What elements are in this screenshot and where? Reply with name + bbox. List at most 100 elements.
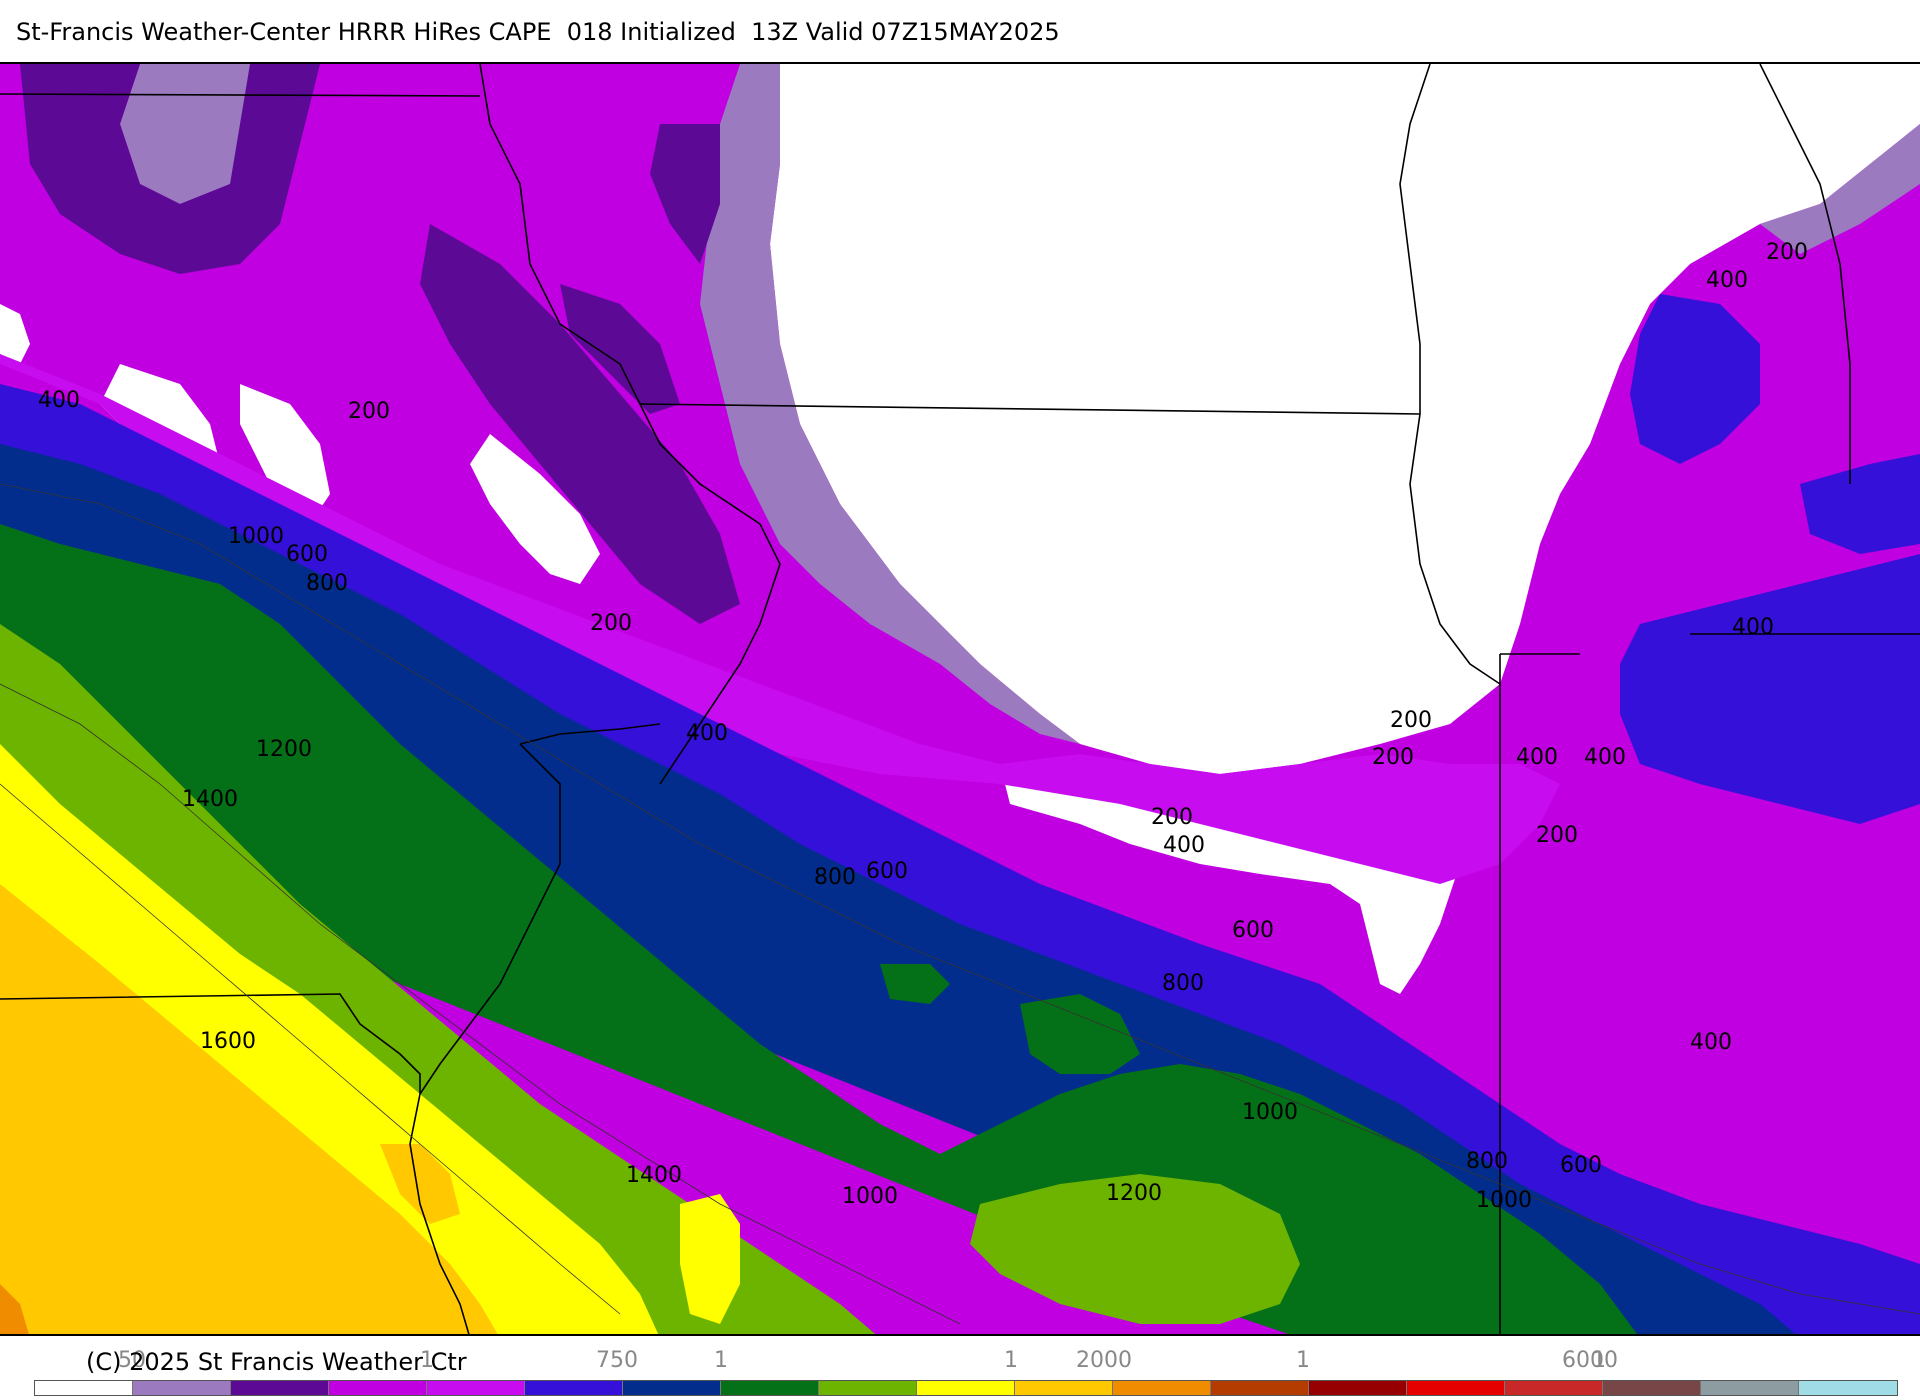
contour-label: 1000 — [1242, 1100, 1298, 1125]
lake-white — [1000, 764, 1460, 994]
colorbar-tick-label: 1 — [1592, 1348, 1606, 1373]
contour-label: 1400 — [626, 1163, 682, 1188]
cape-fill-light-purple — [1760, 124, 1920, 254]
colorbar-swatch — [1799, 1381, 1897, 1395]
cape-fill-indigo — [1630, 294, 1760, 464]
colorbar-swatch — [427, 1381, 525, 1395]
footer: 50 1 750 1 1 2000 1 6000 1 (C) 2025 St F… — [0, 1336, 1920, 1400]
contour-label: 400 — [1163, 833, 1205, 858]
colorbar-tick-label: 1 — [420, 1348, 434, 1373]
contour-label: 200 — [1151, 805, 1193, 830]
lake-white — [240, 384, 330, 524]
cape-colorbar — [34, 1380, 1898, 1396]
copyright-text: (C) 2025 St Francis Weather Ctr — [86, 1348, 467, 1376]
state-boundary — [409, 1093, 470, 1334]
contour-label: 600 — [1560, 1153, 1602, 1178]
cape-fill-yellow-green — [970, 1174, 1300, 1324]
contour-label: 1200 — [1106, 1181, 1162, 1206]
state-boundary — [1399, 64, 1501, 685]
contour-label: 200 — [1390, 708, 1432, 733]
colorbar-tick-label: 2000 — [1076, 1348, 1132, 1373]
state-boundary — [0, 993, 421, 1094]
cape-fill-bright-magenta — [0, 354, 1560, 884]
colorbar-swatch — [1505, 1381, 1603, 1395]
colorbar-swatch — [819, 1381, 917, 1395]
cape-fill-orange-yellow — [380, 1144, 460, 1224]
colorbar-tick-label: 50 — [118, 1348, 146, 1373]
cape-fill-dark-purple — [420, 224, 740, 624]
colorbar-swatch — [1309, 1381, 1407, 1395]
cape-fill-light-purple — [120, 64, 260, 204]
colorbar-swatch — [623, 1381, 721, 1395]
contour-label: 200 — [348, 399, 390, 424]
contour-label: 600 — [1232, 918, 1274, 943]
colorbar-swatch — [329, 1381, 427, 1395]
state-boundary — [1759, 64, 1851, 484]
state-boundary — [479, 64, 781, 785]
contour-label: 200 — [1536, 823, 1578, 848]
colorbar-swatch — [525, 1381, 623, 1395]
cape-fill-orange — [0, 1284, 29, 1334]
contour-label: 400 — [1706, 268, 1748, 293]
contour-label: 400 — [1732, 615, 1774, 640]
colorbar-swatch — [1701, 1381, 1799, 1395]
cape-contour — [0, 683, 961, 1325]
state-boundary — [639, 403, 1421, 415]
cape-fill-dark-purple — [20, 64, 320, 274]
colorbar-swatch — [231, 1381, 329, 1395]
contour-label: 800 — [1466, 1149, 1508, 1174]
contour-label: 200 — [1372, 745, 1414, 770]
state-boundary — [0, 93, 481, 97]
cape-fill-indigo — [0, 384, 1920, 1334]
contour-label: 400 — [38, 388, 80, 413]
colorbar-tick-label: 1 — [714, 1348, 728, 1373]
contour-label: 1400 — [182, 787, 238, 812]
colorbar-swatch — [1407, 1381, 1505, 1395]
contour-label: 400 — [1516, 745, 1558, 770]
map-title: St-Francis Weather-Center HRRR HiRes CAP… — [16, 18, 1060, 46]
cape-fill-navy — [0, 444, 1796, 1334]
cape-fill-dark-purple — [560, 284, 680, 414]
colorbar-swatch — [1603, 1381, 1701, 1395]
state-boundary — [519, 723, 661, 745]
lake-white — [0, 304, 30, 364]
cape-fill-dark-green — [1020, 994, 1140, 1074]
lake-white — [770, 64, 1920, 774]
cape-fill-dark-green — [0, 524, 1638, 1334]
contour-label: 800 — [306, 571, 348, 596]
cape-contour — [0, 483, 1920, 1315]
contour-label: 800 — [1162, 971, 1204, 996]
contour-label: 200 — [1766, 240, 1808, 265]
colorbar-swatch — [721, 1381, 819, 1395]
contour-label: 1200 — [256, 737, 312, 762]
colorbar-swatch — [917, 1381, 1015, 1395]
colorbar-swatch — [1113, 1381, 1211, 1395]
colorbar-tick-label: 1 — [1004, 1348, 1018, 1373]
cape-fill-dark-green — [880, 964, 950, 1004]
colorbar-swatch — [1211, 1381, 1309, 1395]
colorbar-swatch — [1015, 1381, 1113, 1395]
colorbar-swatch — [133, 1381, 231, 1395]
state-boundary — [419, 743, 561, 1095]
cape-fill-yellow — [680, 1194, 740, 1324]
contour-label: 1600 — [200, 1029, 256, 1054]
lake-white — [470, 434, 600, 584]
cape-map-canvas: 400 200 1000 600 800 200 400 1200 1400 1… — [0, 64, 1920, 1334]
contour-label: 1000 — [1476, 1188, 1532, 1213]
cape-map: 400 200 1000 600 800 200 400 1200 1400 1… — [0, 62, 1920, 1336]
contour-label: 1000 — [842, 1184, 898, 1209]
cape-fill-dark-purple — [650, 124, 720, 264]
contour-label: 600 — [286, 542, 328, 567]
colorbar-swatch — [35, 1381, 133, 1395]
contour-label: 400 — [1690, 1030, 1732, 1055]
header: St-Francis Weather-Center HRRR HiRes CAP… — [0, 0, 1920, 62]
cape-fill-indigo — [1800, 454, 1920, 554]
cape-contour — [0, 783, 621, 1315]
contour-label: 200 — [590, 611, 632, 636]
contour-label: 800 — [814, 865, 856, 890]
colorbar-tick-label: 1 — [1296, 1348, 1310, 1373]
colorbar-tick-label: 750 — [596, 1348, 638, 1373]
contour-label: 400 — [1584, 745, 1626, 770]
contour-label: 400 — [686, 721, 728, 746]
contour-label: 600 — [866, 859, 908, 884]
